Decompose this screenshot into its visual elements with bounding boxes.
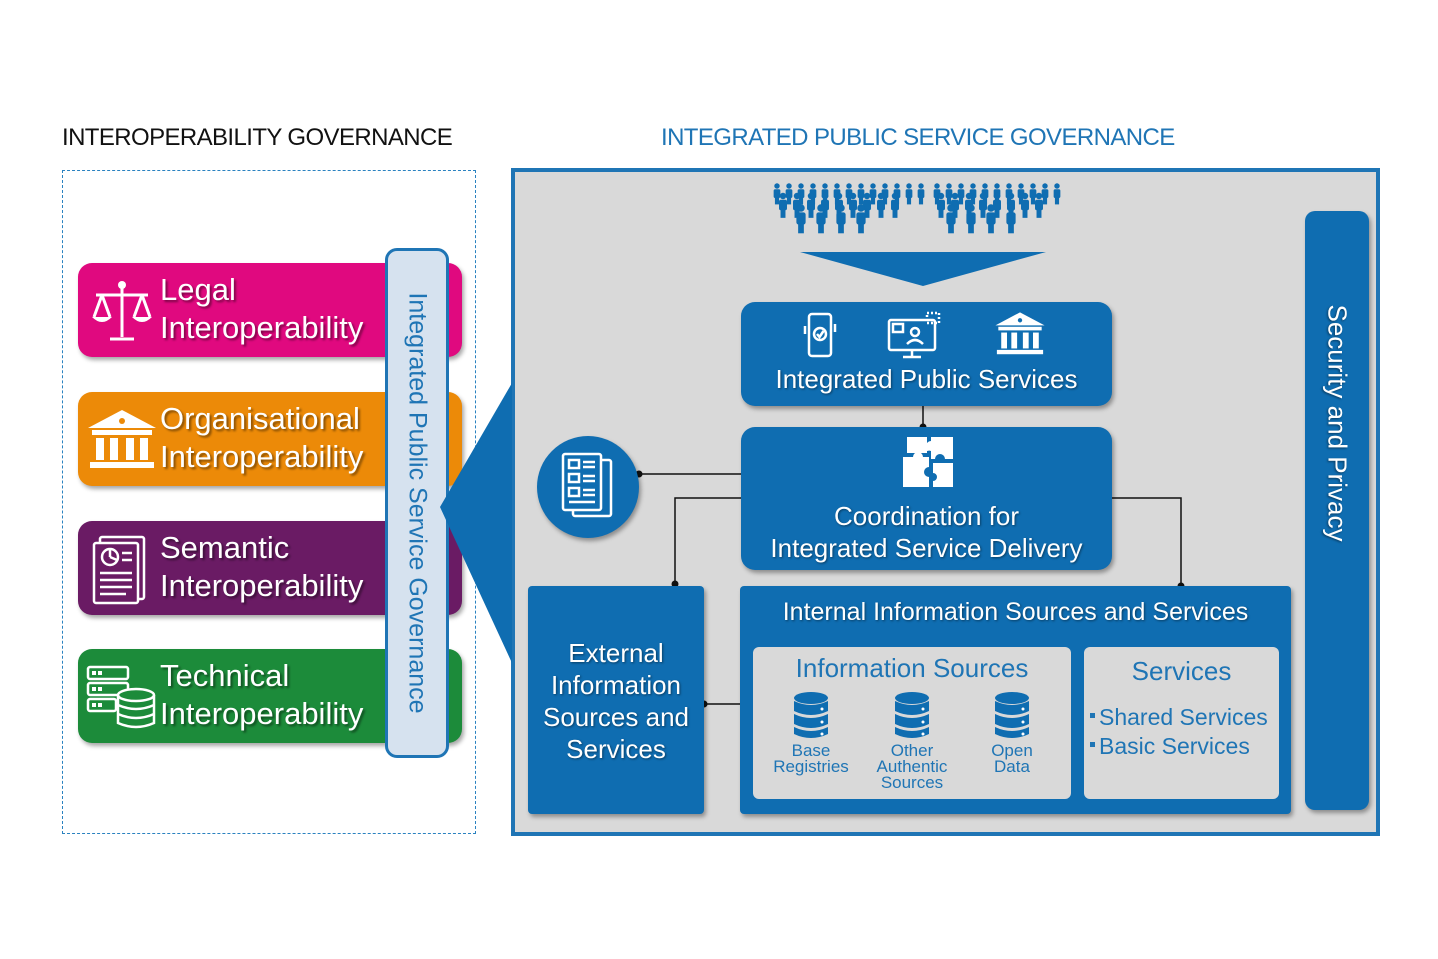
person-icon bbox=[877, 192, 885, 218]
scales-icon bbox=[92, 281, 152, 341]
puzzle-icon bbox=[903, 437, 953, 487]
coordination-line1: Coordination for bbox=[834, 501, 1019, 531]
person-icon bbox=[816, 204, 826, 234]
other-authentic-sources-label: Other Authentic Sources bbox=[876, 741, 948, 792]
external-line4: Services bbox=[566, 734, 666, 764]
technical-line1: Technical bbox=[160, 658, 290, 693]
person-icon bbox=[905, 183, 913, 205]
person-icon bbox=[836, 204, 846, 234]
person-icon bbox=[993, 192, 1001, 218]
external-line2: Information bbox=[550, 670, 682, 700]
coordination-box: Coordination for Integrated Service Deli… bbox=[741, 427, 1112, 570]
services-box: Services Shared Services Basic Services bbox=[1084, 647, 1279, 799]
integrated-public-services-box: Integrated Public Services bbox=[741, 302, 1112, 406]
person-icon bbox=[773, 183, 781, 205]
person-icon bbox=[1041, 183, 1049, 205]
person-icon bbox=[1021, 192, 1029, 218]
service-item: Shared Services bbox=[1090, 704, 1268, 731]
external-line3: Sources and bbox=[543, 702, 689, 732]
database-icon bbox=[995, 692, 1029, 738]
integrated-public-services-label: Integrated Public Services bbox=[775, 364, 1078, 394]
interoperability-governance-title: INTEROPERABILITY GOVERNANCE bbox=[62, 124, 453, 151]
person-icon bbox=[857, 183, 865, 205]
technical-line2: Interoperability bbox=[160, 696, 364, 731]
funnel-arrow-icon bbox=[800, 252, 1046, 286]
person-icon bbox=[979, 192, 987, 218]
catalogue-circle bbox=[537, 436, 639, 538]
person-icon bbox=[856, 204, 866, 234]
internal-title: Internal Information Sources and Service… bbox=[782, 598, 1249, 626]
building-icon bbox=[995, 312, 1045, 355]
integrated-public-service-governance-label: Integrated Public Service Governance bbox=[403, 292, 432, 714]
person-icon bbox=[1006, 204, 1016, 234]
catalogue-icon bbox=[561, 452, 613, 518]
person-icon bbox=[779, 192, 787, 218]
bullet-icon bbox=[1090, 713, 1095, 719]
open-data-label: Open Data bbox=[991, 741, 1033, 776]
person-icon bbox=[945, 183, 953, 205]
person-icon bbox=[869, 183, 877, 205]
semantic-line1: Semantic bbox=[160, 530, 290, 565]
coordination-line2: Integrated Service Delivery bbox=[770, 533, 1083, 563]
person-icon bbox=[937, 192, 945, 218]
person-icon bbox=[1035, 192, 1043, 218]
organisational-line1: Organisational bbox=[160, 401, 360, 436]
information-sources-box: Information Sources Base Registries Othe… bbox=[753, 647, 1071, 799]
service-item: Basic Services bbox=[1090, 733, 1250, 760]
semantic-line2: Interoperability bbox=[160, 568, 364, 603]
person-icon bbox=[986, 204, 996, 234]
person-icon bbox=[1029, 183, 1037, 205]
external-line1: External bbox=[568, 638, 664, 668]
person-icon bbox=[917, 183, 925, 205]
document-chart-icon bbox=[92, 535, 146, 605]
legal-line2: Interoperability bbox=[160, 310, 364, 345]
person-icon bbox=[1053, 183, 1061, 205]
integrated-public-service-governance-title: INTEGRATED PUBLIC SERVICE GOVERNANCE bbox=[661, 124, 1175, 151]
security-privacy-label: Security and Privacy bbox=[1322, 304, 1353, 541]
person-icon bbox=[957, 183, 965, 205]
server-database-icon bbox=[86, 665, 156, 729]
people-crowd-icon bbox=[773, 183, 1061, 234]
person-icon bbox=[946, 204, 956, 234]
services-title: Services bbox=[1131, 656, 1232, 686]
person-icon bbox=[966, 204, 976, 234]
database-icon bbox=[895, 692, 929, 738]
person-icon bbox=[849, 192, 857, 218]
person-icon bbox=[785, 183, 793, 205]
legal-line1: Legal bbox=[160, 272, 236, 307]
computer-user-icon bbox=[887, 311, 941, 359]
security-privacy-bar: Security and Privacy bbox=[1305, 211, 1369, 810]
database-icon bbox=[794, 692, 828, 738]
person-icon bbox=[807, 192, 815, 218]
connector-wedge bbox=[440, 383, 512, 663]
bullet-icon bbox=[1090, 742, 1095, 748]
person-icon bbox=[863, 192, 871, 218]
external-information-sources-box: External Information Sources and Service… bbox=[528, 586, 704, 814]
building-icon bbox=[88, 410, 156, 468]
base-registries-label: Base Registries bbox=[773, 741, 849, 776]
mobile-phone-icon bbox=[803, 312, 837, 358]
person-icon bbox=[891, 192, 899, 218]
organisational-line2: Interoperability bbox=[160, 439, 364, 474]
information-sources-title: Information Sources bbox=[795, 653, 1029, 683]
person-icon bbox=[796, 204, 806, 234]
